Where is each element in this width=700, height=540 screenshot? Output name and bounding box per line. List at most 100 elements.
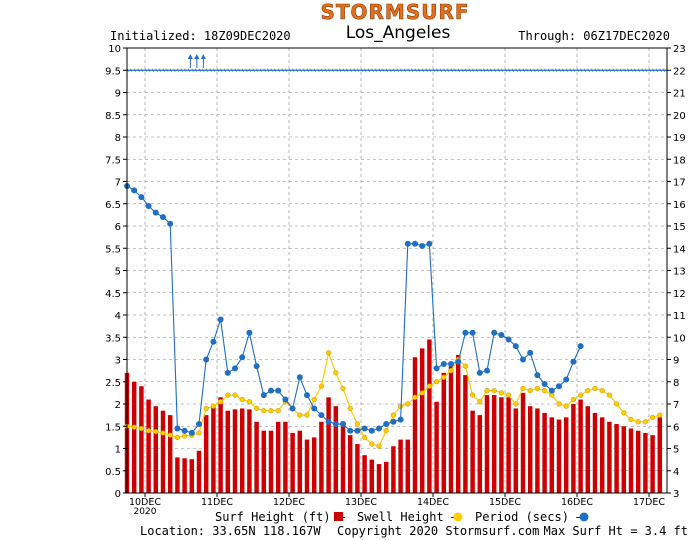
period-point — [325, 418, 332, 425]
direction-tick — [641, 68, 644, 72]
surf-bar — [398, 439, 403, 493]
direction-tick — [562, 68, 565, 72]
period-point — [491, 329, 498, 336]
surf-bar — [319, 421, 324, 493]
period-point — [224, 369, 231, 376]
direction-tick — [421, 68, 425, 72]
swell-point — [491, 388, 497, 394]
surf-bar — [470, 410, 475, 493]
period-point — [311, 405, 318, 412]
x-tick-label: 15DEC — [489, 497, 521, 508]
left-tick-label: 6.5 — [105, 200, 121, 211]
direction-tick — [623, 68, 626, 72]
swell-point — [613, 401, 620, 407]
swell-point — [254, 405, 260, 412]
direction-tick — [288, 68, 291, 72]
direction-tick — [256, 68, 259, 72]
direction-tick — [259, 68, 263, 72]
direction-tick — [144, 68, 147, 72]
surf-bar — [391, 446, 396, 493]
direction-tick — [169, 68, 173, 72]
surf-bar — [355, 444, 360, 493]
surf-bar — [463, 375, 468, 493]
swell-point — [203, 405, 209, 412]
direction-tick — [490, 68, 493, 72]
swell-point — [419, 390, 425, 396]
period-point — [455, 358, 462, 365]
left-tick-label: 8 — [115, 133, 121, 144]
surf-bar — [513, 408, 519, 493]
direction-tick — [346, 68, 349, 72]
period-point — [253, 363, 260, 370]
period-point — [145, 202, 152, 209]
direction-tick — [501, 68, 504, 72]
period-point — [541, 380, 548, 387]
period-point — [160, 214, 166, 221]
swell-point — [498, 390, 505, 396]
surf-bar — [491, 395, 497, 493]
period-point — [196, 421, 202, 428]
surf-bar — [232, 409, 238, 493]
period-point — [282, 396, 289, 403]
direction-tick — [612, 68, 615, 72]
right-tick-label: 9 — [673, 356, 679, 367]
direction-tick — [292, 68, 295, 72]
left-tick-label: 2.5 — [105, 378, 121, 389]
direction-tick — [328, 68, 331, 72]
direction-tick — [663, 68, 666, 72]
direction-tick — [238, 68, 241, 72]
direction-tick — [191, 68, 194, 72]
surf-bar — [290, 432, 295, 493]
period-point — [376, 425, 382, 432]
surf-bar — [477, 415, 483, 493]
swell-point — [326, 350, 332, 356]
swell-point — [138, 425, 145, 432]
period-point — [260, 392, 267, 399]
surf-bar — [131, 381, 137, 493]
swell-point — [462, 363, 469, 369]
direction-tick — [231, 68, 234, 72]
direction-tick — [526, 68, 529, 72]
direction-tick — [245, 68, 248, 72]
direction-tick — [281, 68, 284, 72]
surf-bar — [160, 410, 166, 493]
direction-tick — [263, 68, 266, 72]
direction-tick — [353, 68, 356, 72]
surf-bar — [607, 421, 612, 493]
legend-period-label: Period (secs) – — [475, 510, 584, 524]
swell-point — [448, 368, 454, 374]
direction-tick — [321, 68, 324, 72]
direction-tick — [313, 68, 317, 72]
period-point — [232, 365, 238, 372]
direction-tick — [295, 68, 299, 72]
surf-bar — [542, 412, 547, 493]
surf-bar — [247, 409, 252, 493]
swell-point — [642, 419, 649, 425]
direction-tick — [378, 68, 381, 72]
surf-bar — [326, 397, 331, 493]
swell-point — [534, 385, 541, 392]
swell-point — [347, 405, 353, 412]
x-tick-label: 11DEC — [201, 497, 233, 508]
surf-bar — [182, 458, 187, 493]
swell-point — [369, 441, 375, 447]
direction-tick — [317, 68, 320, 72]
surf-bar — [311, 437, 317, 493]
right-tick-label: 18 — [673, 155, 686, 166]
direction-tick — [436, 68, 439, 72]
direction-tick — [457, 68, 461, 72]
direction-tick — [511, 68, 515, 72]
surf-bar — [657, 417, 663, 493]
direction-tick — [367, 68, 371, 72]
direction-tick — [137, 68, 140, 72]
direction-tick — [483, 68, 486, 72]
direction-tick — [447, 68, 450, 72]
period-point — [239, 354, 246, 361]
direction-tick — [364, 68, 367, 72]
surf-bar — [196, 450, 202, 493]
period-point — [556, 383, 562, 390]
direction-tick — [533, 68, 536, 72]
direction-tick — [331, 68, 335, 72]
left-tick-label: 6 — [115, 222, 121, 233]
period-point — [505, 336, 512, 343]
